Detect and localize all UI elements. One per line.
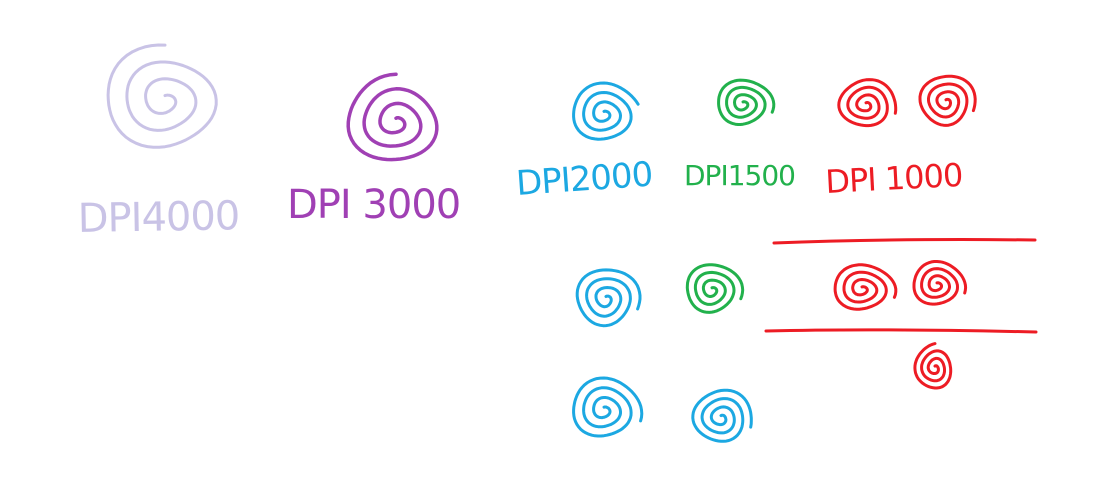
spiral-blue-row3-b [691, 388, 753, 443]
label-dpi2000: DPI2000 [515, 155, 654, 204]
label-dpi3000: DPI 3000 [287, 182, 460, 228]
spiral-red-row3 [913, 342, 953, 390]
spiral-red-row2-a [833, 263, 898, 311]
spiral-dpi1000-a [837, 78, 898, 128]
spiral-green-row2 [685, 263, 745, 314]
spiral-dpi4000 [106, 43, 218, 149]
label-dpi1000: DPI 1000 [824, 156, 963, 201]
label-dpi4000: DPI4000 [77, 193, 239, 242]
spiral-dpi2000 [572, 81, 640, 141]
spiral-group [106, 43, 977, 443]
label-dpi1500: DPI1500 [684, 159, 795, 192]
spiral-blue-row2 [575, 268, 642, 328]
spiral-dpi1500 [717, 78, 776, 126]
spiral-red-row2-b [912, 260, 968, 306]
divider-line-bottom [764, 328, 1038, 334]
spiral-dpi3000 [346, 72, 439, 162]
spiral-blue-row3-a [572, 376, 644, 438]
divider-line-top [772, 238, 1037, 245]
spiral-dpi1000-b [918, 74, 977, 127]
